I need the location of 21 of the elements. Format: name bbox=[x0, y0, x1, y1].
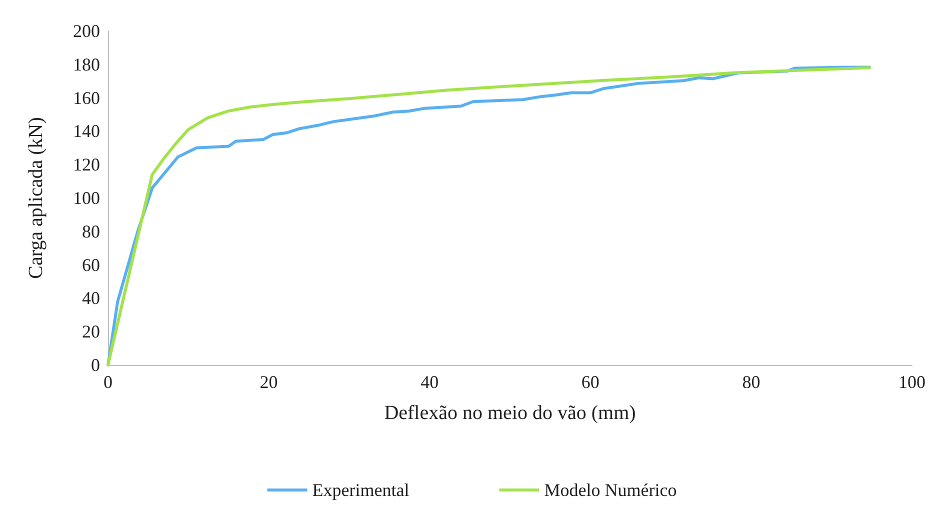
y-tick-label: 200 bbox=[73, 21, 100, 41]
y-tick-label: 120 bbox=[73, 154, 100, 175]
y-axis-title: Carga aplicada (kN) bbox=[25, 117, 47, 279]
y-tick-label: 0 bbox=[91, 355, 100, 375]
x-axis-title: Deflexão no meio do vão (mm) bbox=[384, 402, 636, 424]
y-tick-label: 40 bbox=[82, 288, 100, 308]
y-tick-label: 80 bbox=[82, 221, 100, 242]
x-tick-label: 80 bbox=[742, 372, 760, 392]
y-tick-label: 60 bbox=[82, 254, 100, 275]
y-tick-label: 100 bbox=[73, 188, 100, 208]
y-tick-label: 180 bbox=[73, 54, 100, 74]
y-tick-label: 20 bbox=[82, 322, 100, 342]
legend-label: Modelo Numérico bbox=[544, 480, 677, 500]
y-tick-label: 160 bbox=[73, 88, 100, 108]
x-tick-label: 20 bbox=[260, 372, 278, 392]
x-tick-label: 40 bbox=[420, 372, 439, 392]
x-tick-label: 60 bbox=[581, 372, 600, 392]
y-tick-label: 140 bbox=[73, 121, 100, 142]
legend-label: Experimental bbox=[312, 480, 410, 500]
x-tick-label: 0 bbox=[104, 372, 112, 392]
x-tick-label: 100 bbox=[898, 372, 926, 392]
